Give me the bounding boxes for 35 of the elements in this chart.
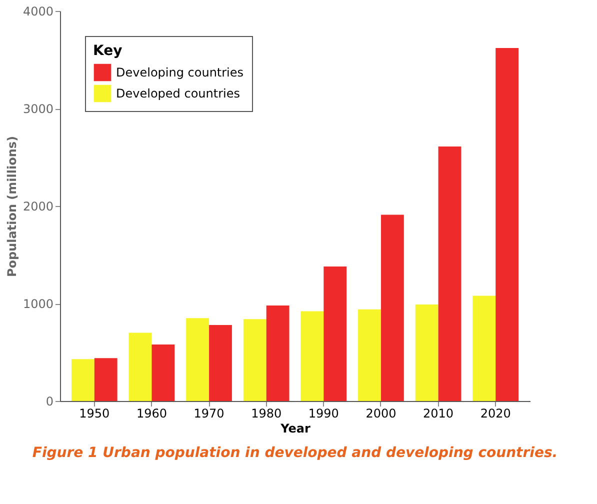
x-tick-label: 1980	[251, 406, 282, 420]
bar	[415, 304, 438, 401]
bar	[358, 309, 381, 401]
bar	[438, 146, 462, 401]
legend-title: Key	[93, 43, 122, 59]
bar	[300, 311, 324, 401]
x-tick-label: 1990	[308, 406, 339, 420]
bar	[266, 305, 290, 401]
bar	[496, 48, 519, 401]
bar	[152, 344, 175, 401]
x-tick-label: 1950	[79, 406, 110, 420]
x-tick-label: 1970	[194, 406, 224, 420]
legend-label: Developed countries	[116, 86, 240, 100]
bar	[243, 319, 266, 401]
y-tick-label: 1000	[22, 297, 54, 311]
bar	[209, 324, 232, 401]
bar	[324, 266, 347, 401]
bar	[128, 332, 152, 401]
text: Figure 1 Urban population in developed and developing countries.	[32, 445, 558, 461]
bar	[71, 359, 94, 401]
x-axis-title: Year	[280, 422, 310, 436]
bar	[472, 296, 496, 401]
legend-label: Developing countries	[116, 66, 244, 80]
x-tick-label: 2010	[423, 406, 454, 420]
bar	[94, 358, 118, 401]
y-tick-label: 0	[46, 394, 54, 408]
bar	[186, 318, 210, 401]
x-tick-label: 1960	[136, 406, 167, 420]
y-tick-label: 2000	[22, 200, 54, 214]
bar	[380, 214, 404, 401]
y-tick-label: 3000	[22, 102, 54, 116]
x-tick-label: 2000	[366, 406, 396, 420]
x-tick-label: 2020	[480, 406, 511, 420]
y-tick-label: 4000	[22, 4, 54, 18]
y-axis-title: Population (millions)	[4, 136, 19, 278]
